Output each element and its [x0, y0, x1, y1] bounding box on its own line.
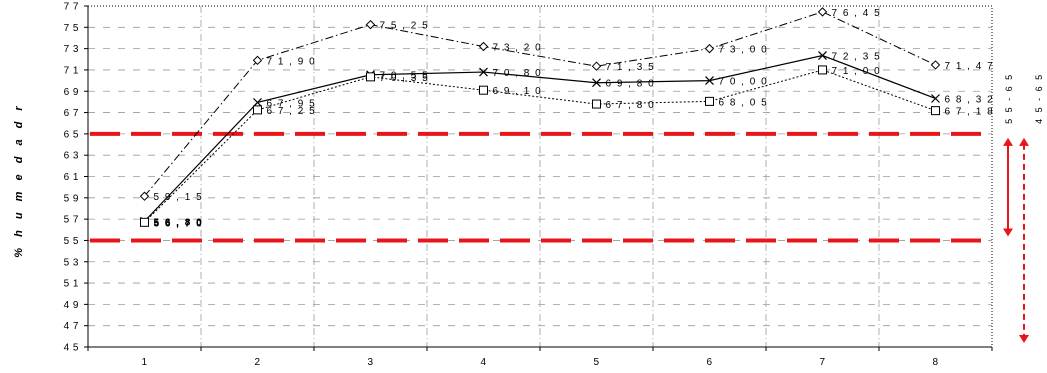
- data-point-x: [705, 76, 714, 86]
- data-point-x-stroke: [818, 51, 827, 60]
- data-label: 6 7 , 8 0: [606, 100, 656, 111]
- data-label: 7 3 , 0 0: [719, 45, 769, 56]
- y-tick-label: 6 7: [64, 108, 79, 119]
- data-label: 7 0 , 8 0: [493, 68, 543, 79]
- y-tick-label: 7 5: [64, 23, 79, 34]
- y-tick-label: 7 3: [64, 44, 79, 55]
- data-point-diamond: [817, 7, 828, 17]
- y-tick-label: 6 9: [64, 87, 79, 98]
- data-point-x-stroke: [931, 94, 940, 103]
- range-label: 5 5 - 6 5: [1004, 73, 1014, 124]
- data-point-square: [253, 105, 262, 115]
- data-label: 7 2 , 3 5: [832, 52, 882, 63]
- y-tick-label: 4 9: [64, 300, 79, 311]
- data-point-x: [818, 51, 827, 60]
- data-point-square: [931, 106, 940, 116]
- data-label: 6 7 , 9 5: [267, 98, 317, 109]
- data-label: 7 1 , 0 0: [832, 66, 882, 77]
- data-label: 7 0 , 0 0: [719, 77, 769, 88]
- y-tick-label: 7 1: [64, 65, 79, 76]
- data-point-square: [140, 217, 149, 227]
- data-label: 6 9 , 8 0: [606, 79, 656, 90]
- data-label: 7 5 , 2 5: [380, 21, 430, 32]
- data-point-x: [479, 67, 488, 77]
- y-axis-label: % h u m e d a d r: [13, 102, 25, 257]
- data-point-x: [931, 94, 940, 103]
- x-tick-label: 3: [367, 357, 373, 368]
- data-label: 5 6 , 8 0: [154, 217, 204, 228]
- data-point-square: [479, 85, 488, 95]
- y-tick-label: 5 3: [64, 257, 79, 268]
- data-label: 5 6 , 7 0: [154, 218, 204, 229]
- data-point-x-stroke: [705, 76, 714, 86]
- data-point-square: [705, 96, 714, 106]
- x-tick-label: 1: [141, 357, 147, 368]
- data-label: 6 7 , 1 8: [945, 107, 995, 118]
- data-point-diamond: [365, 19, 376, 30]
- y-tick-label: 5 5: [64, 236, 79, 247]
- data-point-diamond: [252, 55, 263, 66]
- y-tick-label: 4 5: [64, 343, 79, 354]
- data-point-x-stroke: [253, 98, 262, 107]
- x-tick-label: 5: [593, 357, 599, 368]
- data-point-diamond: [704, 43, 715, 54]
- range-label: 4 5 - 6 5: [1034, 73, 1044, 124]
- x-tick-label: 4: [480, 357, 486, 368]
- data-label: 6 7 , 2 5: [267, 106, 317, 117]
- data-point-x-stroke: [479, 67, 488, 77]
- x-tick-label: 2: [254, 357, 260, 368]
- data-label: 7 3 , 2 0: [493, 42, 543, 53]
- data-point-square: [592, 99, 601, 109]
- plot-area: 4 5 4 7 4 9 5 1 5 3 5 5 5 7 5 9 6 1 6 3 6 5 6 7 6 9 7…: [64, 2, 1044, 369]
- data-label: 6 8 , 3 2: [945, 94, 995, 105]
- y-tick-label: 5 9: [64, 193, 79, 204]
- data-point-diamond: [930, 60, 941, 70]
- data-point-diamond: [478, 41, 489, 52]
- y-tick-label: 6 1: [64, 172, 79, 183]
- data-label: 5 9 , 1 5: [154, 192, 204, 203]
- y-tick-label: 7 7: [64, 2, 79, 13]
- series-line-1: [144, 11, 936, 197]
- range-arrow-head-down: [1019, 335, 1029, 343]
- x-tick-label: 6: [706, 357, 712, 368]
- data-label: 7 6 , 4 5: [832, 8, 882, 19]
- data-label: 7 0 , 5 5: [380, 71, 430, 82]
- data-label: 7 1 , 4 7: [945, 61, 995, 72]
- y-tick-label: 5 7: [64, 215, 79, 226]
- data-label: 6 8 , 0 5: [719, 97, 769, 108]
- data-point-square: [366, 72, 375, 82]
- range-arrow-head-up: [1003, 137, 1013, 146]
- y-tick-label: 6 5: [64, 129, 79, 140]
- x-tick-label: 7: [819, 357, 825, 368]
- data-point-x: [592, 78, 601, 88]
- data-point-square: [818, 65, 827, 75]
- data-label: 7 1 , 3 5: [606, 62, 656, 73]
- range-arrow-head-up: [1019, 137, 1029, 146]
- data-point-diamond: [591, 61, 602, 71]
- series-line-2: [144, 54, 936, 222]
- range-arrow-head-down: [1003, 228, 1013, 237]
- data-point-diamond: [139, 191, 150, 201]
- x-tick-label: 8: [932, 357, 938, 368]
- data-label: 7 0 , 3 5: [380, 73, 430, 84]
- data-label: 7 1 , 9 0: [267, 56, 317, 67]
- data-point-x-stroke: [592, 78, 601, 88]
- data-point-x: [253, 98, 262, 107]
- y-tick-label: 5 1: [64, 279, 79, 290]
- y-tick-label: 6 3: [64, 151, 79, 162]
- data-label: 6 9 , 1 0: [493, 86, 543, 97]
- y-tick-label: 4 7: [64, 321, 79, 332]
